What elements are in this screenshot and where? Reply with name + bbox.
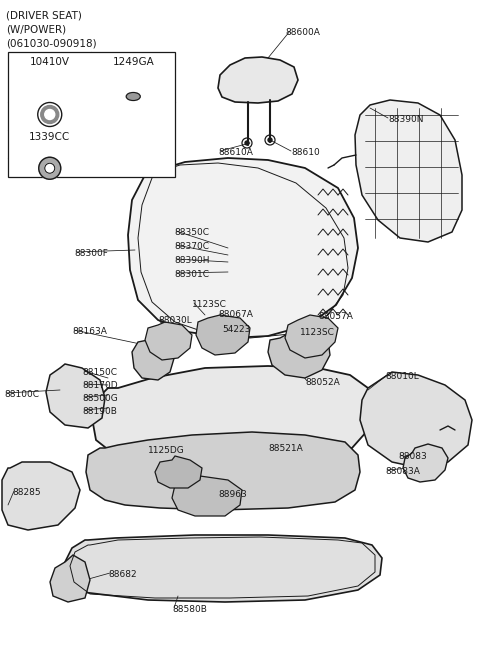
Circle shape — [39, 157, 61, 179]
Text: (W/POWER): (W/POWER) — [6, 24, 66, 34]
Text: 1123SC: 1123SC — [300, 328, 335, 337]
Text: 88610: 88610 — [291, 148, 320, 157]
Text: 88610A: 88610A — [218, 148, 253, 157]
Text: 88010L: 88010L — [385, 372, 419, 381]
Text: 88100C: 88100C — [4, 390, 39, 399]
Text: 88350C: 88350C — [174, 228, 209, 237]
Text: 88521A: 88521A — [268, 444, 303, 453]
Text: 88190B: 88190B — [82, 407, 117, 416]
Text: 88390N: 88390N — [388, 115, 423, 124]
Text: 88083A: 88083A — [385, 467, 420, 476]
Text: 88682: 88682 — [108, 570, 137, 579]
Text: 88083: 88083 — [398, 452, 427, 461]
Polygon shape — [128, 158, 358, 338]
Text: 88150C: 88150C — [82, 368, 117, 377]
Text: 88600A: 88600A — [285, 28, 320, 37]
Text: 88030L: 88030L — [158, 316, 192, 325]
Polygon shape — [360, 372, 472, 468]
Polygon shape — [132, 338, 175, 380]
Text: 88580B: 88580B — [172, 605, 207, 614]
Polygon shape — [285, 315, 338, 358]
Polygon shape — [155, 456, 202, 488]
Text: 88390H: 88390H — [174, 256, 209, 265]
Circle shape — [45, 110, 55, 119]
Polygon shape — [65, 535, 382, 602]
Text: 88057A: 88057A — [318, 312, 353, 321]
Circle shape — [45, 163, 55, 173]
Polygon shape — [92, 366, 372, 465]
Text: 88285: 88285 — [12, 488, 41, 497]
Text: 88963: 88963 — [218, 490, 247, 499]
Polygon shape — [268, 330, 330, 378]
Text: 1339CC: 1339CC — [29, 133, 71, 142]
Text: 88301C: 88301C — [174, 270, 209, 279]
FancyBboxPatch shape — [8, 52, 175, 177]
Text: 88067A: 88067A — [218, 310, 253, 319]
Text: 88500G: 88500G — [82, 394, 118, 403]
Text: 88300F: 88300F — [74, 249, 108, 258]
Text: 88170D: 88170D — [82, 381, 118, 390]
Polygon shape — [50, 555, 90, 602]
Text: 1249GA: 1249GA — [112, 57, 154, 67]
Ellipse shape — [126, 92, 140, 100]
Text: 88163A: 88163A — [72, 327, 107, 336]
Polygon shape — [196, 315, 250, 355]
Text: 88052A: 88052A — [305, 378, 340, 387]
Text: (061030-090918): (061030-090918) — [6, 38, 96, 48]
Polygon shape — [86, 432, 360, 510]
Text: (DRIVER SEAT): (DRIVER SEAT) — [6, 10, 82, 20]
Polygon shape — [172, 476, 242, 516]
Text: 10410V: 10410V — [30, 57, 70, 67]
Polygon shape — [145, 322, 192, 360]
Text: 1125DG: 1125DG — [148, 446, 185, 455]
Text: 88370C: 88370C — [174, 242, 209, 251]
Circle shape — [41, 106, 59, 123]
Polygon shape — [218, 57, 298, 103]
Polygon shape — [2, 462, 80, 530]
Text: 1123SC: 1123SC — [192, 300, 227, 309]
Polygon shape — [46, 364, 105, 428]
Text: 54223: 54223 — [222, 325, 251, 334]
Polygon shape — [355, 100, 462, 242]
Polygon shape — [403, 444, 448, 482]
Circle shape — [268, 138, 272, 142]
Circle shape — [245, 141, 249, 145]
